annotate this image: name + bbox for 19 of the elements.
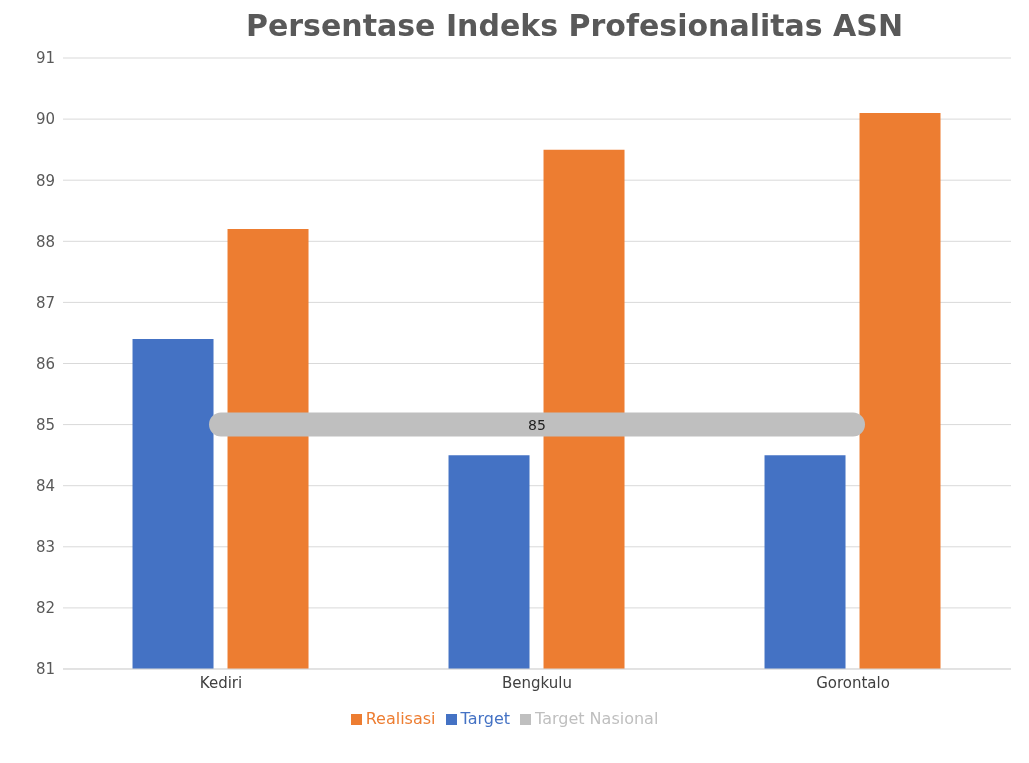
y-tick-label: 82 bbox=[35, 599, 55, 618]
y-tick-label: 90 bbox=[35, 110, 55, 129]
y-tick-label: 86 bbox=[35, 354, 55, 373]
y-tick-label: 85 bbox=[35, 415, 55, 434]
y-tick-label: 81 bbox=[35, 660, 55, 679]
legend-label: Target bbox=[460, 709, 511, 728]
chart-title: Persentase Indeks Profesionalitas ASN bbox=[244, 8, 904, 43]
y-tick-label: 91 bbox=[35, 49, 55, 68]
x-tick-label: Bengkulu bbox=[502, 673, 572, 692]
data-label: 85 bbox=[528, 416, 546, 433]
x-tick-label: Kediri bbox=[199, 673, 243, 692]
y-tick-label: 89 bbox=[35, 171, 55, 190]
y-tick-label: 87 bbox=[35, 293, 55, 312]
x-tick-label: Gorontalo bbox=[816, 673, 890, 692]
legend-label: Realisasi bbox=[365, 709, 436, 728]
y-tick-label: 84 bbox=[35, 477, 55, 496]
y-tick-label: 83 bbox=[35, 538, 55, 557]
y-tick-label: 88 bbox=[35, 232, 55, 251]
legend-label: Target Nasional bbox=[535, 709, 659, 728]
